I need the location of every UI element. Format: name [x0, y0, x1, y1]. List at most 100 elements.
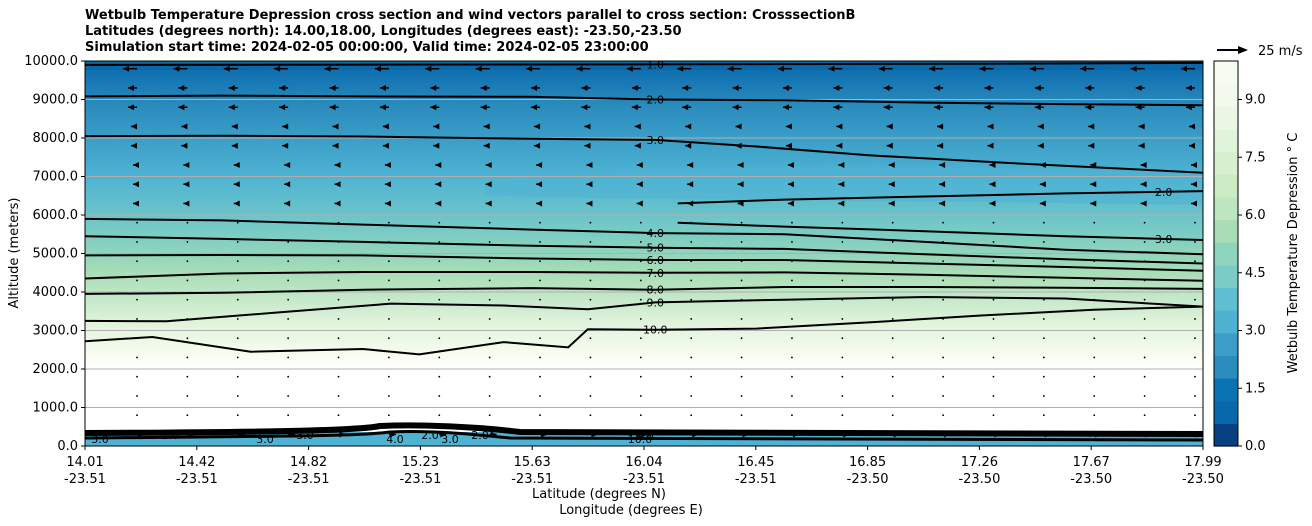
- wind-vector: [690, 298, 693, 301]
- wind-vector-head: [440, 431, 447, 438]
- wind-vector-head: [181, 123, 188, 130]
- wind-vector: [841, 241, 844, 243]
- colorbar-segment: [1214, 219, 1238, 243]
- wind-vector: [186, 318, 189, 320]
- wind-vector-head: [131, 123, 137, 130]
- wind-vector-head: [1090, 200, 1097, 207]
- wind-vector: [740, 318, 743, 320]
- wind-vector: [1143, 356, 1146, 359]
- y-tick-label: 8000.0: [33, 131, 79, 146]
- wind-vector: [589, 298, 592, 301]
- wind-vector: [740, 260, 743, 263]
- wind-vector-head: [430, 84, 437, 91]
- wind-vector-head: [987, 123, 994, 130]
- wind-vector-head: [888, 200, 895, 207]
- wind-vector: [539, 318, 541, 320]
- contour-lines: 1.0 2.0 3.0 4.0 5.06.07.0 8.09.0 10.0 2.0 3.0: [85, 61, 1203, 356]
- y-tick-label: 4000.0: [33, 285, 79, 300]
- wind-vector-head: [626, 65, 633, 72]
- wind-vector: [388, 356, 390, 359]
- wind-vector-head: [534, 142, 541, 149]
- wind-vector: [488, 356, 491, 359]
- wind-vector: [791, 298, 793, 301]
- x-axis-label-lat: Latitude (degrees N): [532, 487, 666, 502]
- wind-vector: [1093, 414, 1096, 417]
- wind-vector: [690, 414, 693, 417]
- wind-vector: [589, 241, 592, 243]
- wind-vector-head: [433, 142, 440, 149]
- wind-vector: [337, 241, 340, 243]
- wind-vector: [841, 375, 844, 378]
- wind-vector-head: [485, 181, 492, 188]
- contour-line: [85, 134, 1203, 174]
- wind-vector: [992, 356, 995, 359]
- x-tick-label-lat: 15.63: [514, 455, 551, 470]
- wind-vector-head: [384, 161, 391, 168]
- wind-vector-head: [1140, 161, 1147, 168]
- wind-vector: [740, 356, 743, 359]
- wind-vector-head: [332, 142, 339, 149]
- x-axis: 14.01 -23.51 14.42 -23.51 14.82 -23.51 15.23 -2…: [64, 446, 1224, 487]
- wind-vector-head: [430, 104, 437, 111]
- wind-vector-head: [324, 65, 331, 72]
- wind-vector: [690, 318, 693, 320]
- wind-vector: [488, 298, 491, 301]
- wind-vector-head: [581, 84, 588, 91]
- surface-contour-label: 3.0: [441, 433, 459, 446]
- wind-vector-head: [828, 65, 835, 72]
- wind-vector: [337, 298, 340, 301]
- wind-vector-head: [836, 142, 843, 149]
- wind-vector-head: [384, 200, 391, 207]
- contour-line: [85, 286, 1203, 295]
- wind-vector-head: [233, 181, 240, 188]
- wind-vector-head: [284, 161, 291, 168]
- wind-vector: [438, 337, 441, 340]
- wind-vector: [438, 279, 441, 282]
- wind-vector-head: [737, 161, 744, 168]
- wind-vector: [337, 414, 340, 417]
- wind-vector-head: [374, 65, 381, 72]
- wind-vector-head: [1080, 65, 1087, 72]
- wind-vector: [287, 375, 290, 378]
- wind-vector: [136, 395, 138, 397]
- wind-vector: [740, 298, 743, 301]
- wind-vector-head: [586, 200, 593, 207]
- wind-vector: [589, 318, 592, 320]
- wind-vector: [639, 260, 642, 263]
- wind-vector: [690, 241, 693, 243]
- x-tick-label-lat: 16.85: [849, 455, 886, 470]
- wind-vector: [639, 414, 642, 417]
- wind-vector: [690, 395, 693, 397]
- wind-vector: [992, 375, 995, 378]
- wind-vector-head: [1196, 431, 1202, 438]
- wind-vector: [1143, 337, 1146, 340]
- wind-vector-head: [636, 200, 643, 207]
- wind-vector-head: [833, 104, 840, 111]
- wind-vector: [589, 337, 592, 340]
- wind-vector: [942, 395, 944, 397]
- wind-vector: [1194, 337, 1196, 340]
- wind-vector: [1093, 375, 1096, 378]
- wind-vector-head: [1037, 123, 1044, 130]
- x-tick-label-lon: -23.50: [1182, 472, 1224, 487]
- wind-vector-head: [687, 181, 694, 188]
- wind-vector-head: [490, 431, 497, 438]
- wind-vector-head: [1140, 200, 1147, 207]
- wind-vector: [337, 395, 340, 397]
- wind-vector: [639, 298, 642, 301]
- wind-vector-head: [631, 84, 638, 91]
- wind-vector-head: [682, 104, 689, 111]
- wind-vector-head: [133, 200, 139, 207]
- wind-vector: [841, 414, 844, 417]
- wind-vector: [186, 241, 189, 243]
- wind-vector-head: [183, 161, 190, 168]
- wind-vector-head: [1039, 161, 1046, 168]
- wind-vector: [791, 337, 793, 340]
- wind-vector-head: [833, 84, 840, 91]
- wind-vector: [791, 318, 793, 320]
- wind-vector: [1042, 337, 1045, 340]
- wind-vector-head: [682, 84, 689, 91]
- wind-vector-head: [228, 84, 235, 91]
- wind-vector-head: [435, 181, 442, 188]
- wind-vector-head: [379, 104, 386, 111]
